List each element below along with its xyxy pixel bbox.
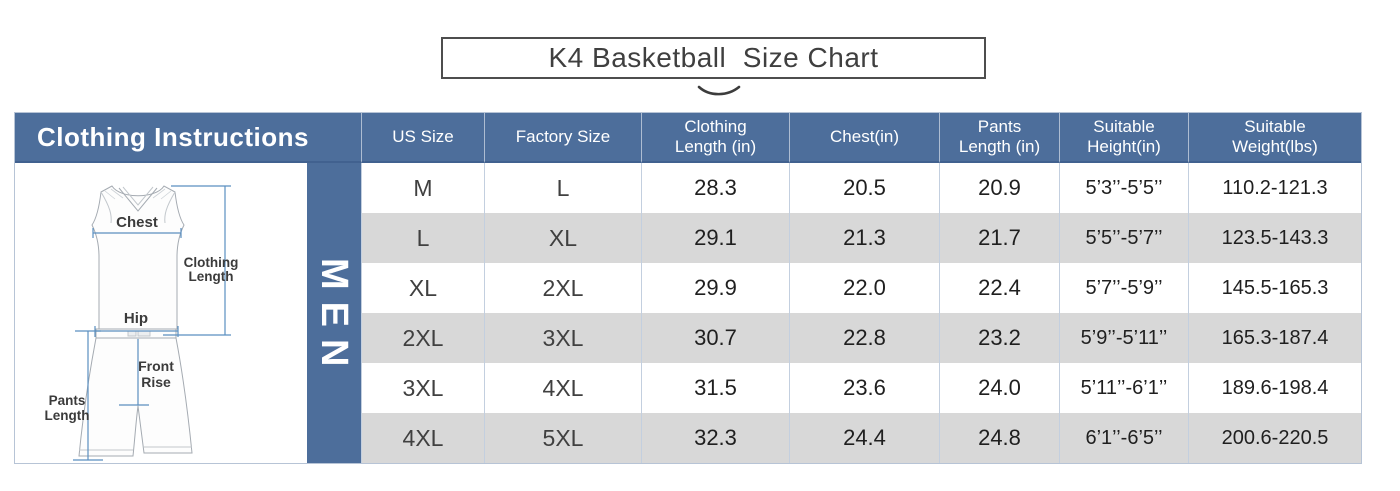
cell-chest: 21.3 — [789, 213, 939, 263]
cell-factory-size: L — [484, 163, 641, 213]
cell-chest: 20.5 — [789, 163, 939, 213]
cell-factory-size: 3XL — [484, 313, 641, 363]
cell-chest: 24.4 — [789, 413, 939, 463]
cell-suitable-weight: 165.3-187.4 — [1188, 313, 1361, 363]
pants-length-label-line1: Pants — [49, 393, 86, 408]
shorts-drawing — [78, 328, 193, 457]
measurement-lines — [73, 185, 231, 461]
column-header-factory-size: Factory Size — [484, 113, 641, 163]
column-header-suitable-height: Suitable Height(in) — [1059, 113, 1188, 163]
cell-chest: 23.6 — [789, 363, 939, 413]
clothing-length-label-line2: Length — [189, 269, 234, 284]
cell-pants-length: 24.8 — [939, 413, 1059, 463]
column-header-us-size: US Size — [361, 113, 484, 163]
cell-pants-length: 24.0 — [939, 363, 1059, 413]
chest-label: Chest — [116, 214, 158, 231]
cell-suitable-height: 6’1’’-6’5’’ — [1059, 413, 1188, 463]
cell-clothing-length: 29.9 — [641, 263, 789, 313]
cell-us-size: XL — [361, 263, 484, 313]
cell-pants-length: 20.9 — [939, 163, 1059, 213]
cell-factory-size: XL — [484, 213, 641, 263]
cell-us-size: 4XL — [361, 413, 484, 463]
cell-factory-size: 4XL — [484, 363, 641, 413]
cell-suitable-height: 5’3’’-5’5’’ — [1059, 163, 1188, 213]
cell-clothing-length: 31.5 — [641, 363, 789, 413]
column-header-pants-length: Pants Length (in) — [939, 113, 1059, 163]
column-header-chest: Chest(in) — [789, 113, 939, 163]
front-rise-label-line2: Rise — [141, 374, 171, 390]
cell-factory-size: 2XL — [484, 263, 641, 313]
cell-factory-size: 5XL — [484, 413, 641, 463]
men-category-bar: MEN — [307, 163, 361, 463]
front-rise-measure-line — [119, 339, 149, 406]
cell-clothing-length: 29.1 — [641, 213, 789, 263]
cell-suitable-weight: 145.5-165.3 — [1188, 263, 1361, 313]
cell-suitable-weight: 110.2-121.3 — [1188, 163, 1361, 213]
size-chart-title-box: K4 Basketball Size Chart — [441, 37, 986, 79]
front-rise-label-line1: Front — [138, 358, 174, 374]
cell-us-size: M — [361, 163, 484, 213]
cell-chest: 22.0 — [789, 263, 939, 313]
cell-suitable-height: 5’7’’-5’9’’ — [1059, 263, 1188, 313]
cell-suitable-weight: 123.5-143.3 — [1188, 213, 1361, 263]
cell-pants-length: 23.2 — [939, 313, 1059, 363]
cell-pants-length: 22.4 — [939, 263, 1059, 313]
curve-divider-icon — [697, 85, 741, 96]
cell-chest: 22.8 — [789, 313, 939, 363]
column-header-clothing-length: Clothing Length (in) — [641, 113, 789, 163]
cell-clothing-length: 30.7 — [641, 313, 789, 363]
cell-suitable-height: 5’9’’-5’11’’ — [1059, 313, 1188, 363]
cell-suitable-weight: 189.6-198.4 — [1188, 363, 1361, 413]
jersey-drawing — [91, 185, 185, 330]
pants-length-label-line2: Length — [45, 408, 90, 423]
clothing-diagram: Chest Clothing Length Hip Front Rise Pan… — [45, 185, 239, 461]
cell-suitable-height: 5’5’’-5’7’’ — [1059, 213, 1188, 263]
cell-clothing-length: 28.3 — [641, 163, 789, 213]
cell-suitable-weight: 200.6-220.5 — [1188, 413, 1361, 463]
cell-suitable-height: 5’11’’-6’1’’ — [1059, 363, 1188, 413]
clothing-diagram-cell: Chest Clothing Length Hip Front Rise Pan… — [15, 163, 361, 463]
corner-header: Clothing Instructions — [15, 113, 361, 163]
size-table: Clothing Instructions US Size Factory Si… — [14, 112, 1362, 464]
cell-pants-length: 21.7 — [939, 213, 1059, 263]
cell-us-size: 3XL — [361, 363, 484, 413]
cell-clothing-length: 32.3 — [641, 413, 789, 463]
clothing-length-label-line1: Clothing — [184, 255, 239, 270]
pants-length-measure-line — [73, 330, 103, 461]
column-header-suitable-weight: Suitable Weight(lbs) — [1188, 113, 1361, 163]
hip-label: Hip — [124, 310, 148, 327]
cell-us-size: 2XL — [361, 313, 484, 363]
chest-measure-line — [92, 228, 182, 238]
page-title: K4 Basketball Size Chart — [548, 42, 879, 73]
clothing-length-measure-line — [163, 185, 231, 336]
men-label: MEN — [313, 257, 355, 379]
cell-us-size: L — [361, 213, 484, 263]
